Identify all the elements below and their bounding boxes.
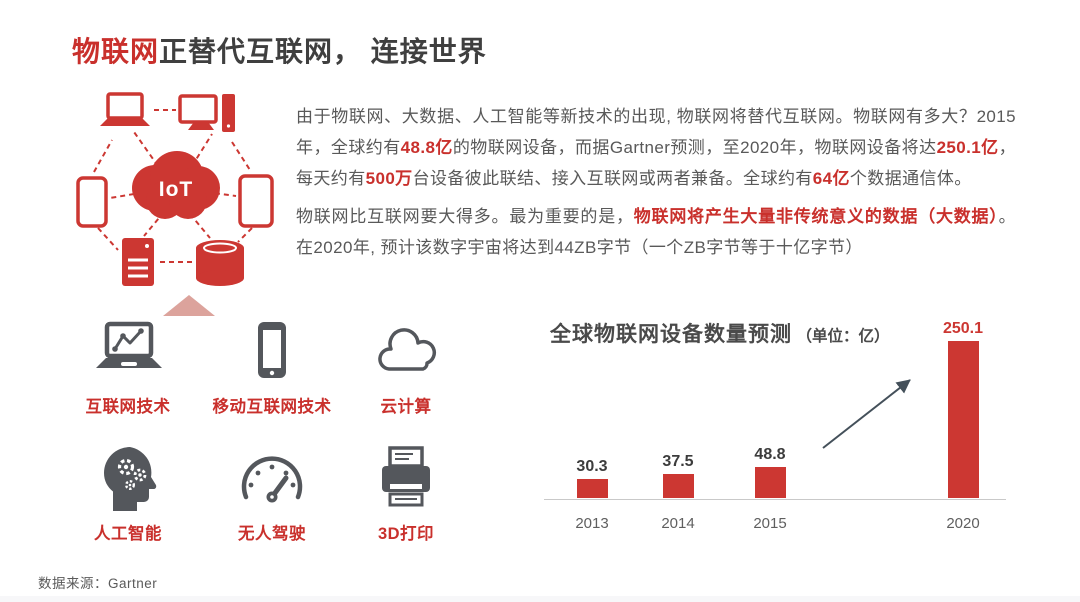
tech-label: 移动互联网技术: [212, 398, 332, 416]
speedometer-icon: [241, 456, 303, 503]
p1-s4: 250.1亿: [936, 138, 999, 157]
cloud-icon: [378, 328, 437, 371]
p1-s5: ，每天约有: [296, 138, 1016, 188]
p1-s6: 500万: [365, 169, 413, 188]
desktop-computer-icon: [178, 94, 235, 132]
page-title: 物联网正替代互联网， 连接世界: [72, 30, 487, 70]
axis-tick-2020: 2020: [946, 515, 980, 532]
up-triangle-pointer: [163, 295, 215, 316]
bar-2015: [754, 467, 786, 498]
tech-icon-grid: 互联网技术 移动互联网技术 云计算: [60, 320, 464, 544]
p1-s1: 由于物联网、大数据、人工智能等新技术的出现, 物联网将替代互联网。物联网有多大？…: [296, 107, 1016, 157]
tech-item-cloud: 云计算: [348, 320, 464, 417]
p2-s3: 。在2020年, 预计该数字宇宙将达到44ZB字节（一个ZB字节等于十亿字节）: [296, 207, 1016, 257]
p1-s9: 个数据通信体。: [849, 169, 972, 188]
data-source: 数据来源：Gartner: [38, 576, 158, 591]
laptop-icon: [100, 92, 150, 126]
title-rest: 正替代互联网， 连接世界: [159, 36, 487, 67]
p2-s1: 物联网比互联网要大得多。最为重要的是，: [296, 207, 634, 226]
bar-column-2020: 250.1 2020: [923, 320, 1003, 534]
iot-network-diagram: IoT: [76, 92, 274, 286]
bar-column-2015: 48.8 2015: [730, 446, 810, 534]
bottom-strip: [0, 596, 1080, 602]
tech-label: 无人驾驶: [238, 525, 306, 543]
p1-s3: 的物联网设备，而据Gartner预测，至2020年，物联网设备将达: [452, 138, 937, 157]
printer-3d-icon: [382, 446, 430, 507]
chart-title-text: 全球物联网设备数量预测: [550, 323, 792, 346]
smartphone-icon: [258, 322, 286, 378]
smartphone-icon: [76, 176, 108, 228]
bar-value-label: 30.3: [576, 458, 608, 475]
tech-label: 3D打印: [377, 525, 435, 543]
bar-column-2014: 37.5 2014: [638, 453, 718, 534]
title-highlight: 物联网: [72, 36, 160, 67]
p1-s8: 64亿: [812, 169, 850, 188]
bar-value-label: 48.8: [754, 446, 786, 463]
tech-label: 互联网技术: [85, 398, 171, 416]
tech-item-3dprint: 3D打印: [348, 445, 464, 544]
chart-plot: 30.3 2013 37.5 2014 48.8 2015 250.1 2020: [540, 318, 1010, 534]
axis-tick-2015: 2015: [753, 515, 787, 532]
paragraph-2: 物联网比互联网要大得多。最为重要的是，物联网将产生大量非传统意义的数据（大数据）…: [296, 201, 1016, 263]
bar-2013: [576, 479, 608, 498]
tech-label: 云计算: [380, 398, 432, 416]
iot-cloud-label: IoT: [159, 178, 194, 201]
p1-s7: 台设备彼此联结、接入互联网或两者兼备。全球约有: [412, 169, 813, 188]
chart-title: 全球物联网设备数量预测 （单位：亿）: [550, 318, 889, 348]
chart-unit-label: （单位：亿）: [796, 328, 890, 345]
axis-tick-2014: 2014: [661, 515, 695, 532]
iot-cloud-icon: IoT: [132, 151, 220, 219]
tech-label: 人工智能: [94, 525, 162, 543]
bar-column-2013: 30.3 2013: [552, 458, 632, 534]
bar-value-label: 37.5: [662, 453, 694, 470]
tech-item-mobile: 移动互联网技术: [196, 320, 348, 417]
body-text: 由于物联网、大数据、人工智能等新技术的出现, 物联网将替代互联网。物联网有多大？…: [296, 101, 1016, 270]
ai-head-icon: [104, 447, 157, 511]
tech-item-ai: 人工智能: [60, 445, 196, 544]
paragraph-1: 由于物联网、大数据、人工智能等新技术的出现, 物联网将替代互联网。物联网有多大？…: [296, 101, 1016, 194]
laptop-chart-icon: [96, 321, 162, 368]
dashed-connections: [93, 109, 253, 263]
tech-item-internet: 互联网技术: [60, 320, 196, 417]
p2-s2: 物联网将产生大量非传统意义的数据（大数据）: [633, 207, 999, 226]
bar-value-label-highlight: 250.1: [942, 320, 984, 337]
chart-baseline: [544, 499, 1006, 500]
bar-2020: [947, 341, 979, 498]
p1-s2: 48.8亿: [400, 138, 453, 157]
tablet-icon: [238, 174, 274, 228]
axis-tick-2013: 2013: [575, 515, 609, 532]
server-icon: [122, 238, 154, 286]
iot-forecast-chart: 全球物联网设备数量预测 （单位：亿） 30.3 2013 37.5: [540, 318, 1010, 534]
database-icon: [196, 240, 244, 286]
bar-2014: [662, 474, 694, 498]
tech-item-driverless: 无人驾驶: [196, 445, 348, 544]
